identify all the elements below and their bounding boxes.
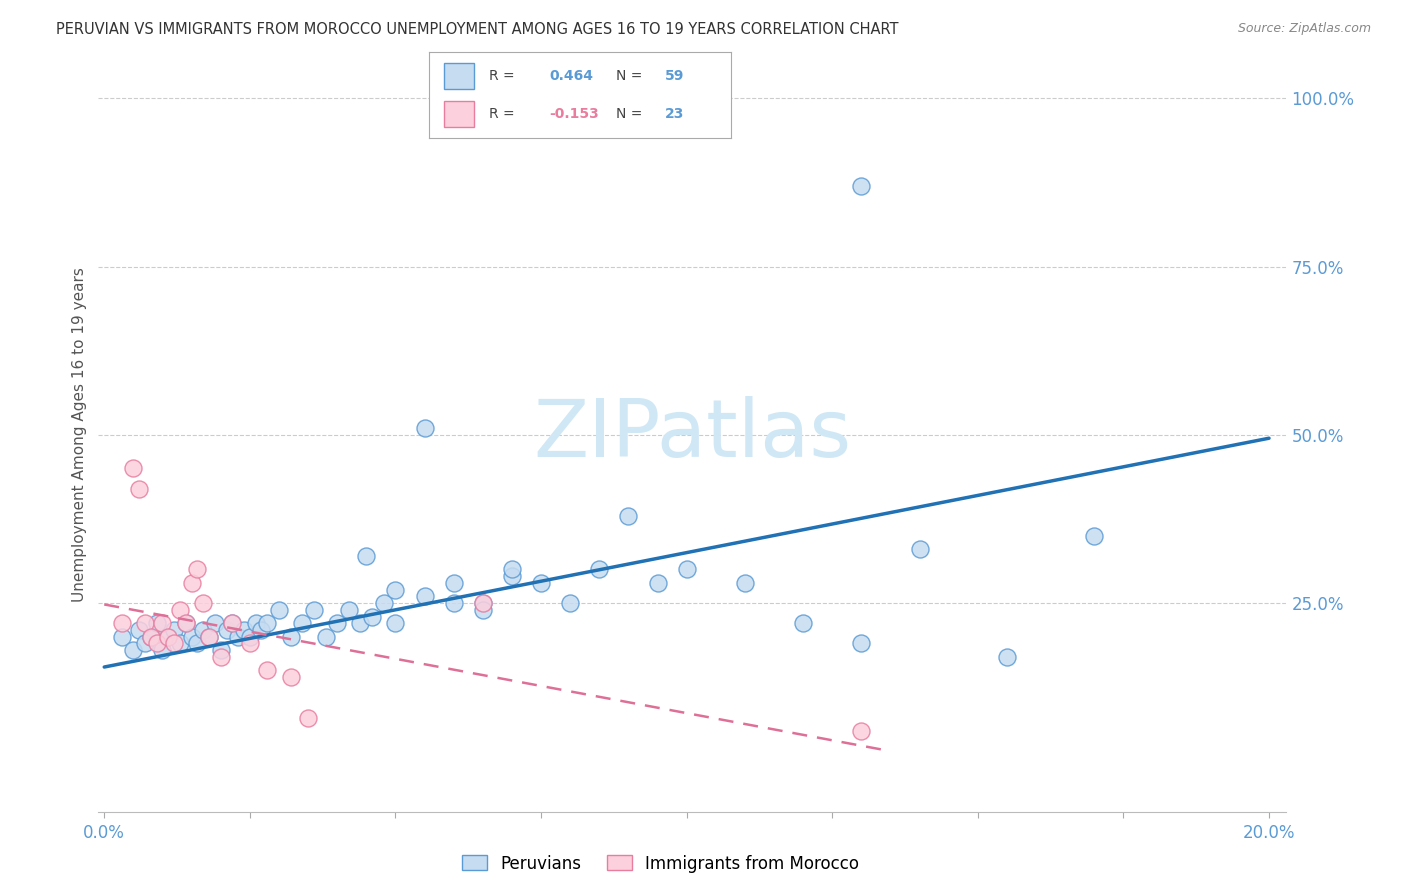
Point (413, 421, 436, 435)
Point (588, 562, 610, 576)
Point (443, 575, 465, 590)
Point (384, 582, 406, 597)
Point (128, 623, 150, 637)
Point (471, 596, 494, 610)
Point (226, 630, 249, 644)
Point (530, 575, 553, 590)
Point (734, 575, 756, 590)
Legend: Peruvians, Immigrants from Morocco: Peruvians, Immigrants from Morocco (456, 848, 866, 880)
Point (186, 562, 208, 576)
Point (501, 569, 523, 583)
Point (792, 616, 814, 631)
Y-axis label: Unemployment Among Ages 16 to 19 years: Unemployment Among Ages 16 to 19 years (72, 268, 87, 602)
Point (152, 643, 174, 657)
Point (169, 603, 191, 617)
Point (384, 616, 406, 631)
Text: R =: R = (489, 107, 515, 121)
Point (245, 616, 267, 631)
Point (169, 636, 191, 650)
Point (180, 630, 202, 644)
Point (373, 596, 395, 610)
Text: N =: N = (616, 69, 643, 83)
Point (174, 616, 197, 631)
Point (291, 616, 314, 631)
Point (204, 616, 226, 631)
Point (501, 562, 523, 576)
Point (995, 649, 1018, 664)
Point (280, 670, 302, 684)
Point (221, 616, 243, 631)
Point (256, 664, 278, 678)
Point (1083, 529, 1105, 543)
Point (174, 616, 197, 631)
Point (851, 723, 873, 738)
Point (139, 630, 162, 644)
Point (356, 549, 378, 563)
Point (145, 616, 167, 631)
Point (471, 596, 494, 610)
Point (198, 630, 221, 644)
Point (302, 603, 325, 617)
Point (215, 623, 238, 637)
Text: ZIPatlas: ZIPatlas (533, 396, 852, 474)
Point (349, 616, 371, 631)
Point (193, 623, 215, 637)
Text: 59: 59 (665, 69, 683, 83)
Point (250, 623, 273, 637)
Point (413, 590, 436, 604)
Point (209, 649, 232, 664)
Point (675, 562, 697, 576)
Point (193, 596, 215, 610)
Text: 23: 23 (665, 107, 683, 121)
Point (152, 616, 174, 631)
Point (180, 575, 202, 590)
Point (337, 603, 360, 617)
Bar (444, 63, 474, 89)
Point (139, 630, 162, 644)
Point (647, 575, 669, 590)
Point (617, 508, 640, 523)
Point (198, 630, 221, 644)
Point (471, 603, 494, 617)
Point (239, 630, 262, 644)
Point (157, 630, 180, 644)
Point (163, 623, 186, 637)
Point (233, 623, 256, 637)
Point (134, 636, 156, 650)
Text: Source: ZipAtlas.com: Source: ZipAtlas.com (1237, 22, 1371, 36)
Point (128, 482, 150, 496)
Point (256, 616, 278, 631)
Point (361, 609, 384, 624)
Point (908, 542, 931, 557)
Text: -0.153: -0.153 (550, 107, 599, 121)
Text: R =: R = (489, 69, 515, 83)
Point (239, 636, 262, 650)
Point (221, 616, 243, 631)
Point (315, 630, 337, 644)
Point (157, 630, 180, 644)
Point (560, 596, 582, 610)
Point (145, 636, 167, 650)
Point (443, 596, 465, 610)
Bar (444, 101, 474, 127)
Point (297, 710, 319, 724)
Point (163, 636, 186, 650)
Point (122, 643, 145, 657)
Text: PERUVIAN VS IMMIGRANTS FROM MOROCCO UNEMPLOYMENT AMONG AGES 16 TO 19 YEARS CORRE: PERUVIAN VS IMMIGRANTS FROM MOROCCO UNEM… (56, 22, 898, 37)
Point (326, 616, 349, 631)
Point (851, 636, 873, 650)
Point (851, 178, 873, 193)
Point (267, 603, 290, 617)
Point (134, 616, 156, 631)
Point (209, 643, 232, 657)
Point (122, 461, 145, 475)
Point (111, 616, 134, 631)
Text: N =: N = (616, 107, 643, 121)
Point (186, 636, 208, 650)
Text: 0.464: 0.464 (550, 69, 593, 83)
Point (280, 630, 302, 644)
Point (111, 630, 134, 644)
